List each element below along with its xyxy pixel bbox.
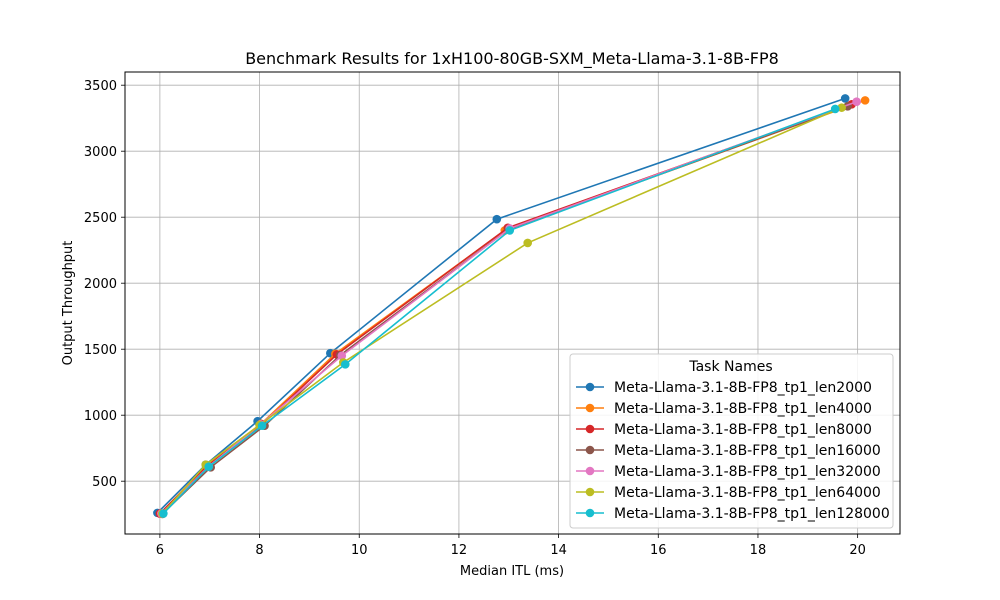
data-point — [852, 97, 861, 106]
x-tick-label: 6 — [156, 543, 164, 558]
legend-label: Meta-Llama-3.1-8B-FP8_tp1_len4000 — [614, 401, 872, 417]
data-point — [257, 421, 267, 431]
chart-title: Benchmark Results for 1xH100-80GB-SXM_Me… — [245, 49, 779, 69]
legend-entry: Meta-Llama-3.1-8B-FP8_tp1_len8000 — [576, 422, 872, 438]
y-tick-label: 3000 — [84, 145, 117, 160]
legend-entry: Meta-Llama-3.1-8B-FP8_tp1_len16000 — [576, 443, 881, 459]
legend-entry: Meta-Llama-3.1-8B-FP8_tp1_len64000 — [576, 485, 881, 501]
legend-entry: Meta-Llama-3.1-8B-FP8_tp1_len4000 — [576, 401, 872, 417]
y-tick-label: 2000 — [84, 277, 117, 292]
legend-label: Meta-Llama-3.1-8B-FP8_tp1_len2000 — [614, 380, 872, 396]
data-point — [860, 96, 870, 105]
data-point — [523, 238, 533, 248]
legend-marker — [585, 382, 595, 392]
legend-marker — [585, 466, 595, 476]
y-tick-label: 2500 — [84, 211, 117, 226]
legend-box — [569, 353, 894, 529]
legend-marker — [585, 487, 595, 497]
legend-entry: Meta-Llama-3.1-8B-FP8_tp1_len32000 — [576, 464, 881, 480]
legend-title: Task Names — [688, 359, 772, 375]
series-line — [161, 106, 843, 515]
x-tick-label: 18 — [750, 543, 767, 558]
y-tick-label: 500 — [92, 475, 117, 490]
legend-label: Meta-Llama-3.1-8B-FP8_tp1_len8000 — [614, 422, 872, 438]
legend-marker — [585, 424, 595, 434]
legend-entries: Meta-Llama-3.1-8B-FP8_tp1_len2000 Meta-Ll… — [576, 380, 890, 522]
legend-marker — [585, 508, 595, 518]
legend-label: Meta-Llama-3.1-8B-FP8_tp1_len128000 — [614, 506, 890, 522]
series-7 — [159, 104, 840, 518]
x-tick-label: 8 — [255, 543, 263, 558]
legend-label: Meta-Llama-3.1-8B-FP8_tp1_len64000 — [614, 485, 881, 501]
data-point — [837, 103, 846, 112]
legend-marker — [585, 445, 595, 455]
x-tick-label: 20 — [849, 543, 866, 558]
y-axis-label: Output Throughput — [61, 241, 76, 366]
series-layer — [153, 94, 870, 519]
legend-marker — [585, 403, 595, 413]
data-point — [492, 214, 502, 224]
series-line — [159, 103, 852, 515]
x-axis-label: Median ITL (ms) — [460, 564, 564, 579]
data-point — [340, 360, 350, 369]
y-tick-label: 1000 — [84, 409, 117, 424]
y-tick-label: 1500 — [84, 343, 117, 358]
data-point — [159, 509, 168, 518]
plot-frame — [124, 71, 901, 535]
legend-entry: Meta-Llama-3.1-8B-FP8_tp1_len2000 — [576, 380, 872, 396]
data-point — [840, 94, 850, 103]
data-point — [505, 226, 515, 235]
data-point — [337, 351, 347, 361]
legend-label: Meta-Llama-3.1-8B-FP8_tp1_len16000 — [614, 443, 881, 459]
legend: Task Names Meta-Llama-3.1-8B-FP8_tp1_len… — [569, 353, 894, 529]
data-point — [830, 104, 840, 114]
x-tick-label: 10 — [351, 543, 368, 558]
series-line — [162, 108, 836, 515]
legend-label: Meta-Llama-3.1-8B-FP8_tp1_len32000 — [614, 464, 881, 480]
axis-ticks: 6 8 10 12 14 16 18 20 500 1000 1500 2000 2500 3000 350… — [84, 79, 866, 558]
legend-entry: Meta-Llama-3.1-8B-FP8_tp1_len128000 — [576, 506, 890, 522]
x-tick-label: 12 — [451, 543, 468, 558]
x-tick-label: 16 — [650, 543, 667, 558]
data-point — [204, 462, 214, 471]
x-tick-label: 14 — [550, 543, 567, 558]
y-tick-label: 3500 — [84, 79, 117, 94]
